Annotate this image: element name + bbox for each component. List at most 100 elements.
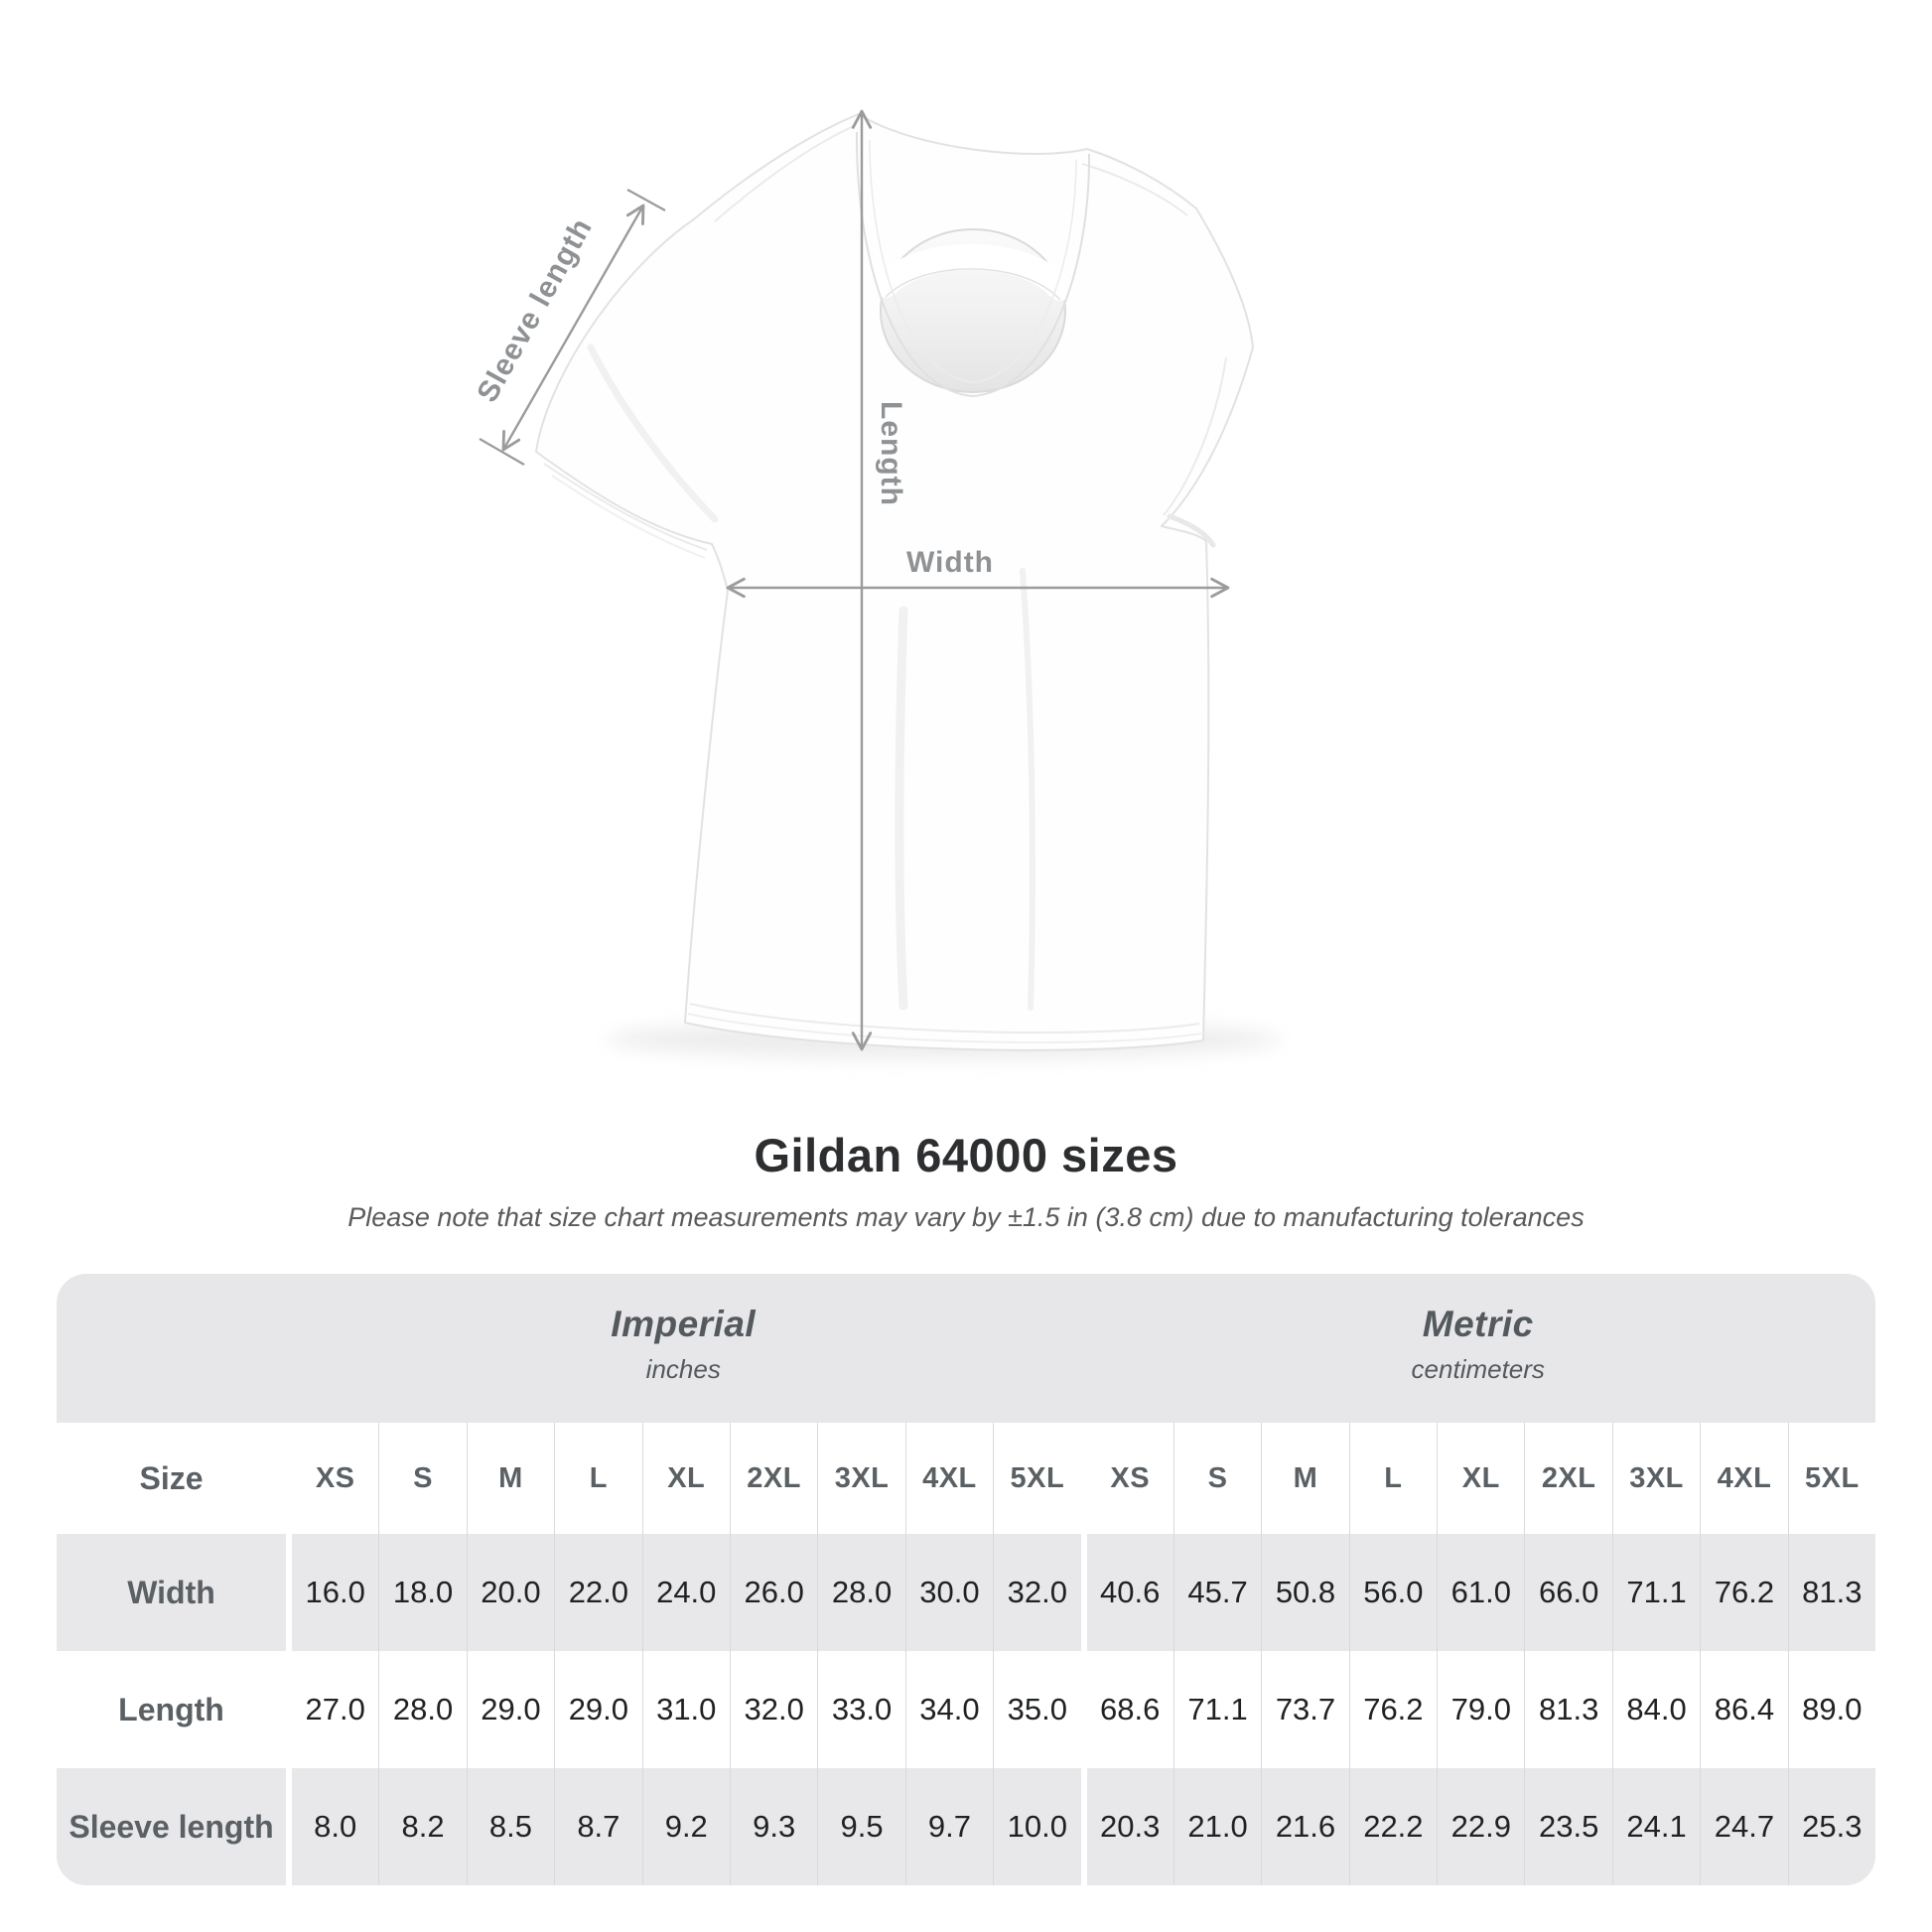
value-cell: 27.0 [286,1651,378,1768]
value-cell: 22.9 [1437,1768,1524,1885]
value-cell: 34.0 [904,1651,993,1768]
value-cell: 32.0 [729,1651,817,1768]
value-cell: 21.0 [1173,1768,1261,1885]
table-body: Size XS S M L XL 2XL 3XL 4XL 5XL XS S M L XL 2XL 3XL 4XL 5… [57,1423,1875,1885]
tshirt-body [535,113,1254,1051]
value-cell: 66.0 [1524,1534,1611,1651]
size-header-metric-2xl: 2XL [1524,1423,1611,1534]
width-label: Width [906,546,994,579]
value-cell: 50.8 [1261,1534,1348,1651]
size-header-imperial-4xl: 4XL [904,1423,993,1534]
value-cell: 9.7 [904,1768,993,1885]
value-cell: 29.0 [554,1651,641,1768]
row-label: Length [118,1691,224,1727]
value-cell: 33.0 [817,1651,904,1768]
sleeve-length-arrow [479,189,666,466]
value-cell: 81.3 [1524,1651,1611,1768]
size-header-metric-5xl: 5XL [1787,1423,1875,1534]
value-cell: 84.0 [1611,1651,1700,1768]
metric-unit: centimeters [1411,1354,1545,1384]
table-row-length: Length 27.0 28.0 29.0 29.0 31.0 32.0 33.0 34.0 35… [57,1651,1875,1768]
row-label: Width [127,1574,215,1610]
length-label: Length [875,401,907,506]
fabric-folds [587,344,1216,1011]
value-cell: 22.0 [554,1534,641,1651]
size-header-metric-4xl: 4XL [1700,1423,1787,1534]
size-header-imperial-2xl: 2XL [729,1423,817,1534]
value-cell: 81.3 [1787,1534,1875,1651]
value-cell: 28.0 [378,1651,466,1768]
value-cell: 9.3 [729,1768,817,1885]
size-header-row: Size XS S M L XL 2XL 3XL 4XL 5XL XS S M L XL 2XL 3XL 4XL 5… [57,1423,1875,1534]
size-header-metric-xl: XL [1437,1423,1524,1534]
value-cell: 28.0 [817,1534,904,1651]
value-cell: 24.1 [1611,1768,1700,1885]
imperial-unit: inches [645,1354,721,1384]
value-cell: 24.0 [641,1534,730,1651]
value-cell: 21.6 [1261,1768,1348,1885]
page-subtitle: Please note that size chart measurements… [347,1202,1585,1232]
collar [855,131,1091,398]
metric-title: Metric [1422,1304,1534,1344]
value-cell: 86.4 [1700,1651,1787,1768]
value-cell: 25.3 [1787,1768,1875,1885]
value-cell: 10.0 [993,1768,1080,1885]
size-header-imperial-5xl: 5XL [993,1423,1080,1534]
value-cell: 20.3 [1080,1768,1173,1885]
value-cell: 23.5 [1524,1768,1611,1885]
size-header-metric-m: M [1261,1423,1348,1534]
value-cell: 31.0 [641,1651,730,1768]
value-cell: 32.0 [993,1534,1080,1651]
value-cell: 76.2 [1700,1534,1787,1651]
unit-header-band: Imperial inches Metric centimeters [57,1274,1875,1423]
value-cell: 26.0 [729,1534,817,1651]
size-header-imperial-xl: XL [641,1423,730,1534]
tshirt-diagram: Sleeve length Length Width [387,55,1340,1107]
stitch-lines [543,125,1227,1044]
value-cell: 35.0 [993,1651,1080,1768]
heading-block: Gildan 64000 sizes Please note that size… [0,1128,1932,1233]
value-cell: 9.5 [817,1768,904,1885]
value-cell: 71.1 [1173,1651,1261,1768]
value-cell: 29.0 [466,1651,554,1768]
value-cell: 24.7 [1700,1768,1787,1885]
size-header-imperial-s: S [378,1423,466,1534]
value-cell: 9.2 [641,1768,730,1885]
group-header-imperial: Imperial inches [286,1274,1081,1423]
value-cell: 89.0 [1787,1651,1875,1768]
value-cell: 56.0 [1348,1534,1437,1651]
band-spacer [57,1274,286,1423]
value-cell: 30.0 [904,1534,993,1651]
value-cell: 45.7 [1173,1534,1261,1651]
size-header-imperial-l: L [554,1423,641,1534]
page-title: Gildan 64000 sizes [754,1129,1178,1181]
size-header-metric-s: S [1173,1423,1261,1534]
value-cell: 40.6 [1080,1534,1173,1651]
tshirt-graphic: Sleeve length Length Width [471,109,1281,1059]
value-cell: 22.2 [1348,1768,1437,1885]
size-header-metric-l: L [1348,1423,1437,1534]
size-header-imperial-m: M [466,1423,554,1534]
value-cell: 76.2 [1348,1651,1437,1768]
table-row-sleeve-length: Sleeve length 8.0 8.2 8.5 8.7 9.2 9.3 9.5 9.7 10.… [57,1768,1875,1885]
size-header-metric-3xl: 3XL [1611,1423,1700,1534]
value-cell: 8.7 [554,1768,641,1885]
value-cell: 71.1 [1611,1534,1700,1651]
size-header-imperial-xs: XS [286,1423,378,1534]
value-cell: 18.0 [378,1534,466,1651]
size-header-imperial-3xl: 3XL [817,1423,904,1534]
value-cell: 68.6 [1080,1651,1173,1768]
group-header-metric: Metric centimeters [1081,1274,1876,1423]
size-table: Imperial inches Metric centimeters Size X… [57,1274,1875,1885]
value-cell: 73.7 [1261,1651,1348,1768]
value-cell: 8.2 [378,1768,466,1885]
table-row-width: Width 16.0 18.0 20.0 22.0 24.0 26.0 28.0 30.0 32.… [57,1534,1875,1651]
value-cell: 16.0 [286,1534,378,1651]
size-header-metric-xs: XS [1080,1423,1173,1534]
row-label: Sleeve length [69,1808,274,1845]
value-cell: 8.0 [286,1768,378,1885]
size-column-header: Size [139,1459,204,1496]
imperial-title: Imperial [611,1304,757,1344]
value-cell: 8.5 [466,1768,554,1885]
